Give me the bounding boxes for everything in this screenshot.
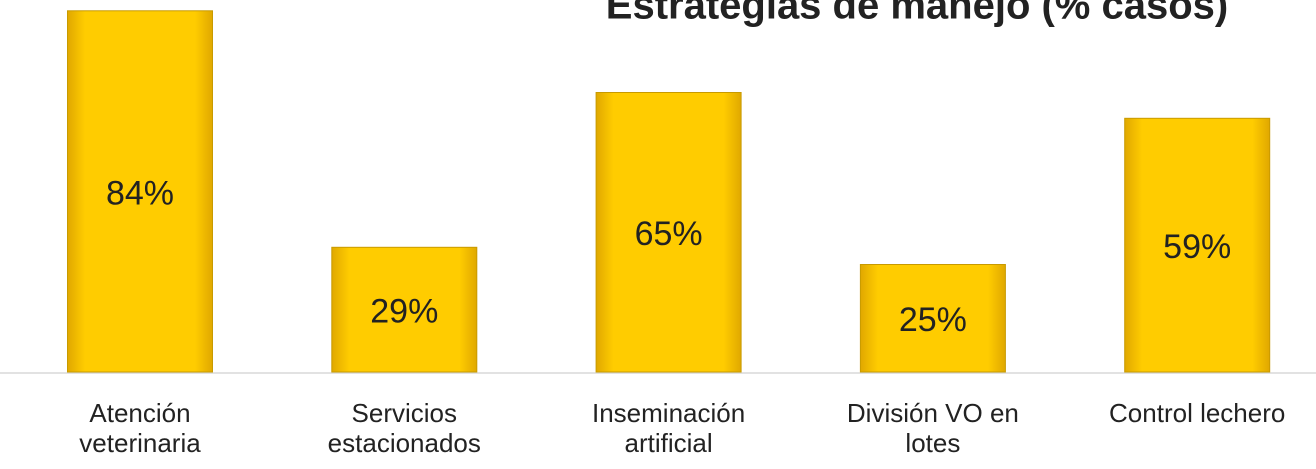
- bar: [1124, 117, 1271, 373]
- value-label: 29%: [370, 293, 438, 331]
- chart-title: Estrategias de manejo (% casos): [606, 0, 1228, 28]
- bar: [67, 10, 213, 373]
- bar: [331, 246, 478, 373]
- x-tick-label: División VO en lotes: [846, 398, 1019, 458]
- bar: [859, 264, 1006, 373]
- bar: [595, 92, 742, 373]
- x-tick-label: Control lechero: [1109, 398, 1286, 428]
- value-label: 84%: [106, 174, 174, 212]
- value-label: 65%: [635, 215, 703, 253]
- value-label: 25%: [899, 301, 967, 339]
- value-label: 59%: [1163, 228, 1231, 266]
- x-tick-label: Atención veterinaria: [79, 398, 201, 458]
- x-tick-label: Inseminación artificial: [591, 398, 746, 458]
- x-tick-label: Servicios estacionados: [327, 398, 481, 458]
